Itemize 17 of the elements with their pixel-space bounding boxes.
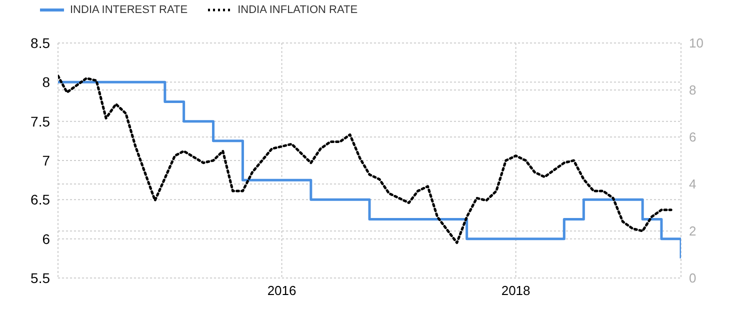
y2-tick-label: 2 (689, 224, 696, 239)
x-tick-label: 2018 (501, 283, 530, 298)
y2-tick-label: 0 (689, 270, 696, 286)
y-tick-label: 7.5 (30, 113, 50, 130)
legend-label: INDIA INTEREST RATE (70, 4, 188, 16)
y2-tick-label: 10 (689, 36, 704, 51)
y-tick-label: 7 (42, 152, 50, 168)
legend-label: INDIA INFLATION RATE (238, 4, 358, 16)
y-tick-label: 6 (42, 230, 50, 247)
y-tick-label: 6.5 (30, 192, 50, 208)
y-tick-label: 8.5 (30, 34, 50, 51)
x-tick-label: 2016 (267, 283, 296, 298)
y-tick-label: 5.5 (30, 270, 50, 286)
y2-tick-label: 6 (689, 130, 696, 145)
y2-tick-label: 8 (689, 82, 696, 98)
y2-tick-label: 4 (689, 176, 696, 192)
y-tick-label: 8 (42, 74, 50, 90)
